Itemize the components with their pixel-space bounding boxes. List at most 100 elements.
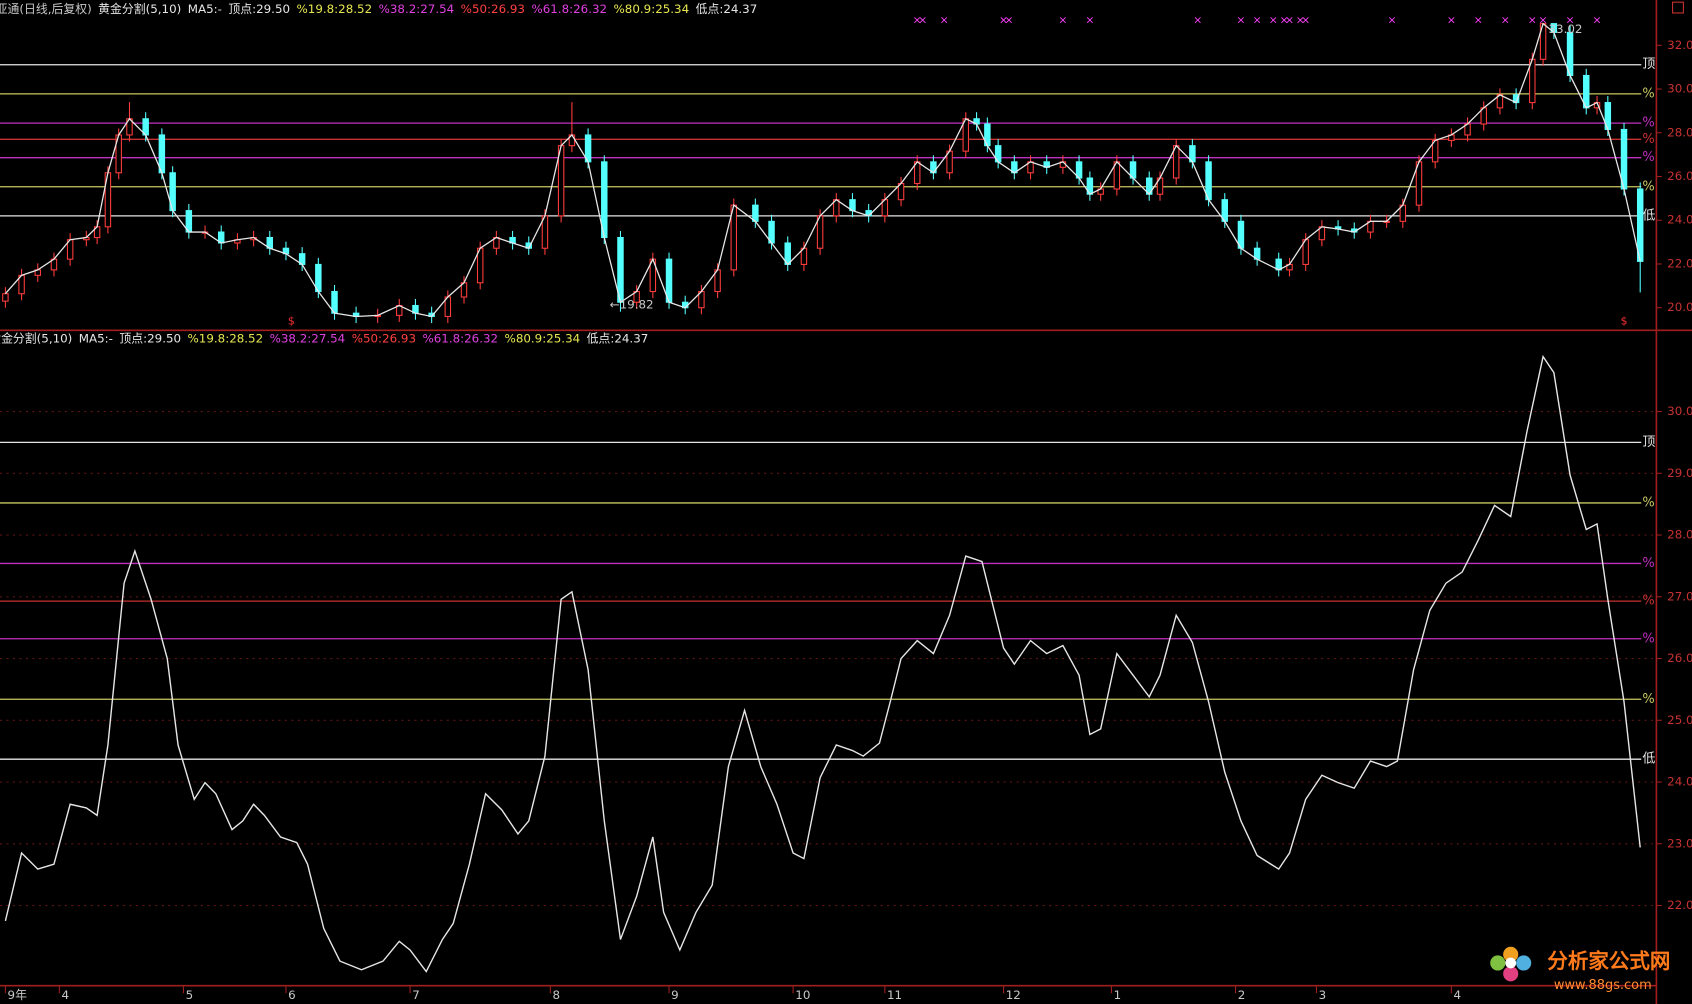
indicator-label: %80.9:25.34	[614, 2, 690, 16]
x-tick-label: 12	[1006, 988, 1021, 1002]
signal-mark: ×	[1193, 14, 1202, 27]
level-label: 低	[1642, 208, 1655, 223]
x-tick-label: 4	[1454, 988, 1462, 1002]
signal-mark: ×	[940, 14, 949, 27]
x-tick-label: 8	[552, 988, 560, 1002]
y-tick-label: 24.0	[1667, 213, 1692, 227]
series-line	[4, 354, 1641, 973]
signal-mark: ×	[1236, 14, 1245, 27]
level-label: %	[1642, 86, 1654, 101]
watermark-title: 分析家公式网	[1547, 949, 1670, 973]
signal-mark: ×	[1004, 14, 1013, 27]
y-tick-label: 23.0	[1667, 836, 1692, 850]
y-tick-label: 24.0	[1667, 775, 1692, 789]
y-tick-label: 28.0	[1667, 528, 1692, 542]
signal-mark: ×	[999, 14, 1008, 27]
y-tick-label: 22.0	[1667, 898, 1692, 912]
level-label: %	[1642, 116, 1654, 131]
watermark: 分析家公式网 www.88gs.com	[1490, 946, 1670, 993]
plot: 33.02←19.82×× × ×× × × × × × × ×× ×× × × × × × × × ×$ $	[2, 14, 1644, 328]
logo-center	[1505, 957, 1517, 969]
y-tick-label: 30.0	[1667, 82, 1692, 96]
indicator-label: 顶点:29.50	[228, 2, 290, 16]
x-tick-label: 10	[795, 988, 810, 1002]
y-tick-label: 26.0	[1667, 169, 1692, 183]
indicator-label: %19.8:28.52	[188, 331, 264, 345]
candle-body	[752, 204, 759, 222]
y-tick-label: 25.0	[1667, 713, 1692, 727]
y-tick-label: 20.0	[1667, 300, 1692, 314]
plot	[4, 354, 1641, 973]
signal-mark: ×	[1447, 14, 1456, 27]
signal-mark: ×	[1387, 14, 1396, 27]
signal-mark: ×	[1593, 14, 1602, 27]
indicator-label: MA5:-	[188, 2, 222, 16]
signal-mark: ×	[1280, 14, 1289, 27]
level-label: 顶	[1642, 435, 1655, 450]
y-tick-label: 28.0	[1667, 125, 1692, 139]
level-label: %	[1642, 692, 1654, 707]
y-tick-label: 30.0	[1667, 404, 1692, 418]
signal-mark: ×	[1269, 14, 1278, 27]
logo-petal	[1503, 966, 1519, 982]
level-label: %	[1642, 150, 1654, 165]
signal-mark: $	[288, 315, 295, 328]
signal-mark: ×	[918, 14, 927, 27]
y-tick-label: 29.0	[1667, 466, 1692, 480]
x-tick-label: 6	[288, 988, 296, 1002]
y-tick-label: 27.0	[1667, 589, 1692, 603]
y-tick-label: 26.0	[1667, 651, 1692, 665]
window-button[interactable]	[1672, 1, 1684, 14]
indicator-label: %61.8:26.32	[531, 2, 607, 16]
indicator-label: %50:26.93	[461, 2, 525, 16]
indicator-label: 黄金分割(5,10)	[0, 331, 72, 345]
x-tick-label: 1	[1114, 988, 1122, 1002]
x-tick-label: 11	[887, 988, 902, 1002]
signal-mark: ×	[1296, 14, 1305, 27]
annotation: 33.02	[1548, 22, 1582, 36]
signal-mark: ×	[1085, 14, 1094, 27]
level-label: 顶	[1642, 57, 1655, 72]
signal-mark: ×	[913, 14, 922, 27]
level-label: %	[1642, 556, 1654, 571]
indicator-label: 低点:24.37	[587, 331, 649, 345]
signal-mark: ×	[1501, 14, 1510, 27]
indicator-label: %38.2:27.54	[270, 331, 346, 345]
level-label: %	[1642, 179, 1654, 194]
x-tick-label: 4	[62, 988, 70, 1002]
level-label: 低	[1642, 752, 1655, 767]
x-tick-label: 9	[671, 988, 679, 1002]
signal-mark: ×	[1058, 14, 1067, 27]
indicator-label: 亚通(日线,后复权)	[0, 2, 92, 16]
indicator-label: %80.9:25.34	[505, 331, 581, 345]
logo-petal	[1516, 955, 1532, 971]
indicator-label: MA5:-	[79, 331, 113, 345]
annotation: ←19.82	[610, 298, 654, 312]
level-label: %	[1642, 594, 1654, 609]
signal-mark: ×	[1253, 14, 1262, 27]
signal-mark: ×	[1301, 14, 1310, 27]
y-tick-label: 32.0	[1667, 38, 1692, 52]
watermark-url: www.88gs.com	[1554, 978, 1652, 993]
y-tick-label: 22.0	[1667, 256, 1692, 270]
level-label: %	[1642, 495, 1654, 510]
x-tick-label: 5	[186, 988, 194, 1002]
indicator-label: 低点:24.37	[696, 2, 758, 16]
signal-mark: $	[1621, 315, 1628, 328]
signal-mark: ×	[1528, 14, 1537, 27]
signal-mark: ×	[1285, 14, 1294, 27]
signal-mark: ×	[1566, 14, 1575, 27]
level-label: %	[1642, 631, 1654, 646]
indicator-label: %61.8:26.32	[422, 331, 498, 345]
indicator-label: 黄金分割(5,10)	[98, 2, 181, 16]
x-tick-label: 2	[1238, 988, 1246, 1002]
indicator-label: 顶点:29.50	[119, 331, 181, 345]
logo-petal	[1490, 955, 1506, 971]
x-tick-label: 3	[1319, 988, 1327, 1002]
close-line	[4, 22, 1641, 318]
indicator-label: %50:26.93	[352, 331, 416, 345]
signal-mark: ×	[1474, 14, 1483, 27]
indicator-label: %19.8:28.52	[297, 2, 373, 16]
